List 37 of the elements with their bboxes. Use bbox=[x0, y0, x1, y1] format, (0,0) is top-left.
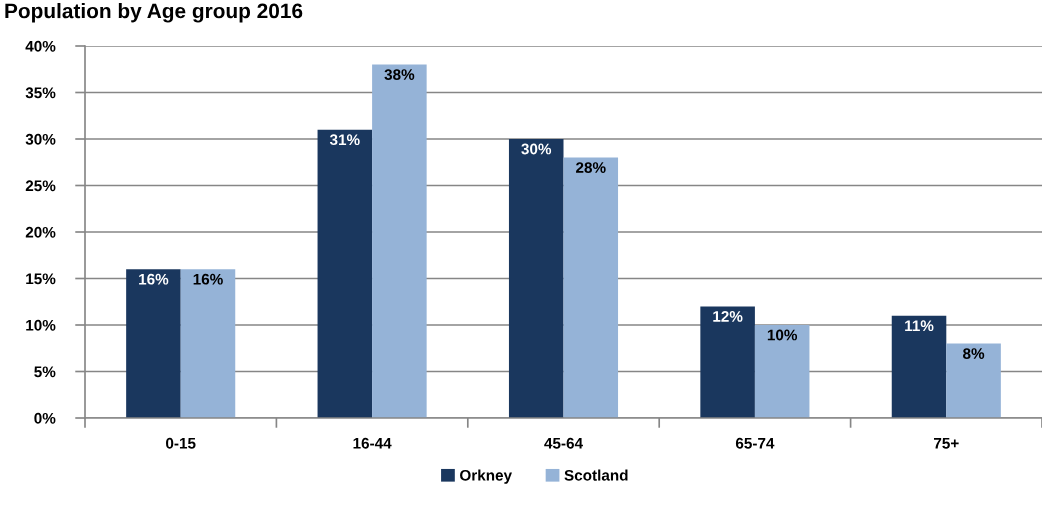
bar bbox=[508, 139, 564, 418]
y-tick-label: 20% bbox=[25, 226, 56, 238]
legend-label: Scotland bbox=[564, 469, 628, 481]
y-tick-label: 5% bbox=[34, 366, 56, 378]
y-tick-label: 10% bbox=[26, 319, 56, 331]
x-tick-label: 0-15 bbox=[166, 437, 196, 449]
bar bbox=[754, 325, 810, 418]
data-label: 10% bbox=[767, 329, 798, 341]
bar bbox=[700, 306, 755, 418]
data-label: 31% bbox=[329, 134, 360, 146]
data-label: 12% bbox=[713, 310, 743, 322]
y-tick-label: 40% bbox=[25, 40, 56, 52]
bar bbox=[372, 64, 427, 418]
data-label: 8% bbox=[963, 348, 985, 359]
y-tick-label: 35% bbox=[25, 87, 56, 99]
x-tick-label: 65-74 bbox=[735, 437, 775, 449]
data-label: 16% bbox=[139, 273, 169, 285]
data-label: 28% bbox=[576, 162, 606, 173]
bar bbox=[563, 157, 619, 418]
data-label: 16% bbox=[193, 273, 223, 285]
bar bbox=[317, 129, 373, 418]
bar bbox=[180, 269, 236, 418]
data-label: 11% bbox=[905, 320, 934, 332]
bar bbox=[891, 315, 947, 418]
legend-label: Orkney bbox=[460, 469, 512, 484]
x-tick-label: 45-64 bbox=[544, 437, 583, 449]
y-tick-label: 0% bbox=[34, 412, 56, 424]
data-label: 30% bbox=[521, 143, 552, 155]
y-tick-label: 25% bbox=[25, 180, 56, 192]
data-label: 38% bbox=[384, 69, 415, 81]
y-tick-label: 30% bbox=[25, 133, 56, 145]
bar bbox=[946, 343, 1001, 418]
chart-title: Population by Age group 2016 bbox=[5, 3, 303, 23]
x-tick-label: 16-44 bbox=[353, 437, 392, 449]
bar bbox=[126, 269, 181, 418]
x-tick-label: 75+ bbox=[934, 438, 959, 449]
y-tick-label: 15% bbox=[26, 273, 56, 285]
